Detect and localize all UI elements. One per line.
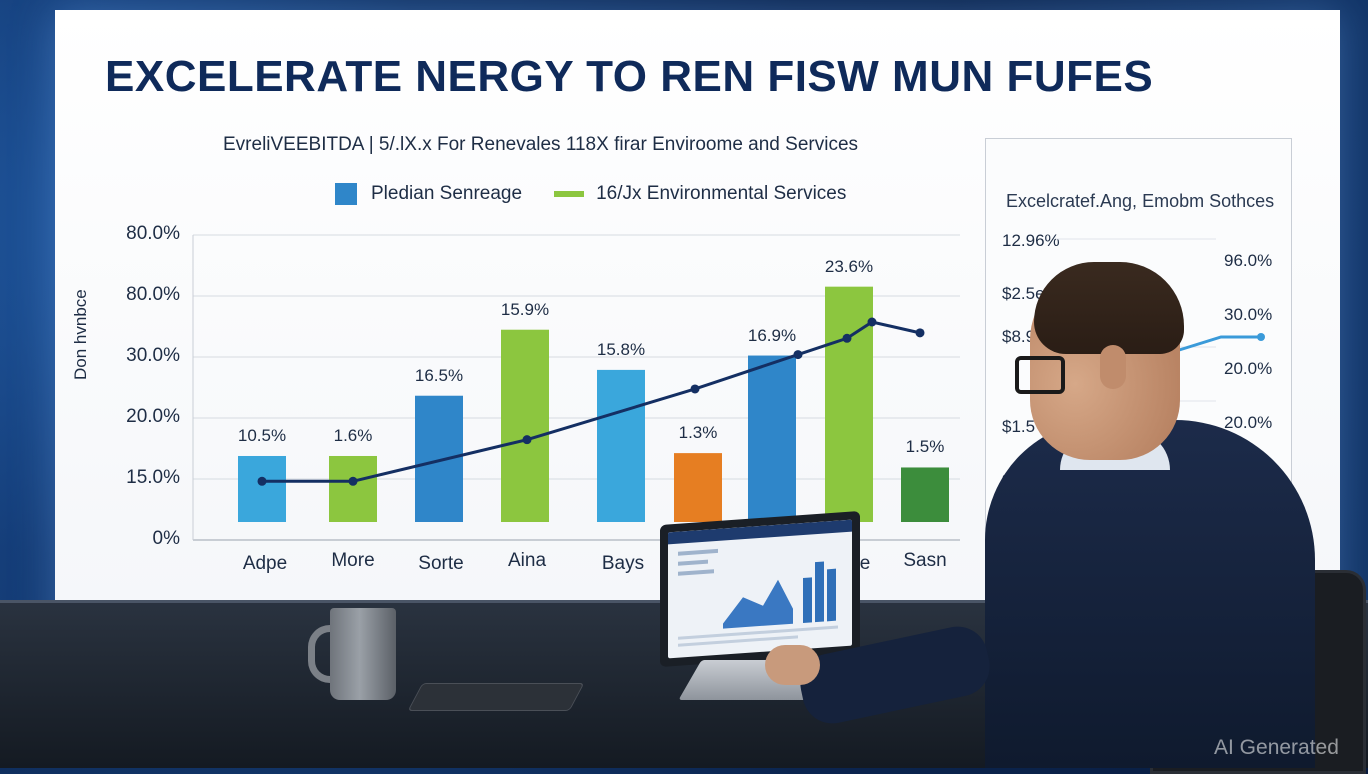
side-chart-right-value: 20.0%	[1224, 359, 1273, 378]
bar-data-label: 15.8%	[596, 339, 646, 359]
trend-point	[348, 476, 358, 486]
glasses	[1015, 356, 1065, 394]
chart-bar	[901, 467, 949, 522]
laptop-display	[668, 519, 852, 659]
chart-bar	[238, 455, 286, 522]
bar-data-label: 23.6%	[824, 256, 874, 276]
x-category-label: Sorte	[418, 553, 464, 574]
person-ear	[1100, 345, 1126, 389]
legend-label-blue: Pledian Senreage	[371, 183, 523, 204]
chart-bar	[674, 453, 722, 522]
trend-point	[690, 384, 700, 394]
legend-swatch-blue	[335, 183, 357, 205]
side-chart-left-value: $8.9	[1002, 327, 1036, 346]
person-hand	[765, 645, 820, 685]
side-chart-title: Excelcratef.Ang, Emobm Sothces	[1006, 191, 1275, 211]
bar-data-label: 1.3%	[678, 423, 718, 443]
legend-label-green: 16/Jx Environmental Services	[596, 183, 847, 204]
x-category-label: Adpe	[242, 553, 288, 574]
x-category-label: More	[331, 550, 375, 571]
side-trend-point	[1257, 333, 1265, 341]
slide-title: EXCELERATE NERGY TO REN FISW MUN FUFES	[105, 52, 1154, 101]
x-category-label: Aina	[507, 550, 547, 571]
side-chart-right-value: 20.0%	[1224, 413, 1273, 432]
trend-point	[867, 317, 877, 327]
bar-chart	[192, 234, 960, 541]
chart-bar	[597, 369, 645, 522]
ai-generated-watermark: AI Generated	[1214, 736, 1339, 759]
side-chart-left-value: $1.5	[1002, 417, 1036, 436]
chart-bar	[501, 329, 549, 522]
chart-bar	[415, 395, 463, 522]
trend-point	[522, 435, 532, 445]
trend-point	[842, 333, 852, 343]
trend-line	[262, 320, 921, 483]
x-category-label: Sasn	[903, 550, 947, 571]
side-chart-left-value: $2.5e	[1002, 284, 1045, 303]
chart-legend: Pledian Senreage 16/Jx Environmental Serv…	[335, 183, 846, 205]
laptop-screen	[660, 511, 860, 667]
side-chart-right-value: 96.0%	[1224, 251, 1273, 270]
chart-bar	[825, 286, 873, 522]
chart-bar	[748, 355, 796, 522]
bar-data-label: 16.9%	[747, 325, 797, 345]
bar-data-label: 1.6%	[333, 425, 373, 445]
trend-point	[257, 476, 267, 486]
y-tick-label: 20.0%	[126, 406, 180, 427]
y-tick-label: 15.0%	[126, 467, 180, 488]
trend-point	[793, 350, 803, 360]
x-category-label: Bays	[601, 553, 645, 574]
side-chart-right-value: 30.0%	[1224, 305, 1273, 324]
slide-subtitle: EvreliVEEBITDA | 5/.lX.x For Renevales 1…	[223, 134, 859, 155]
bar-data-label: 10.5%	[237, 425, 287, 445]
smartphone	[407, 683, 585, 711]
side-trend-line	[1175, 335, 1261, 353]
trend-point	[915, 328, 925, 338]
coffee-mug	[330, 608, 396, 700]
chart-bar	[329, 455, 377, 522]
mug-handle	[308, 625, 345, 683]
person-hair	[1034, 262, 1184, 354]
y-tick-label: 80.0%	[126, 223, 180, 244]
y-tick-label: 80.0%	[126, 284, 180, 305]
person-suit	[985, 420, 1315, 768]
bar-data-label: 15.9%	[500, 299, 550, 319]
laptop-mini-chart	[678, 548, 838, 647]
side-chart-left-value: 12.96%	[1002, 231, 1060, 250]
legend-swatch-green	[554, 191, 585, 197]
bar-data-label: 1.5%	[905, 437, 945, 457]
y-tick-label: 30.0%	[126, 345, 180, 366]
bar-data-label: 16.5%	[414, 365, 464, 385]
y-tick-label: 0%	[152, 528, 180, 549]
